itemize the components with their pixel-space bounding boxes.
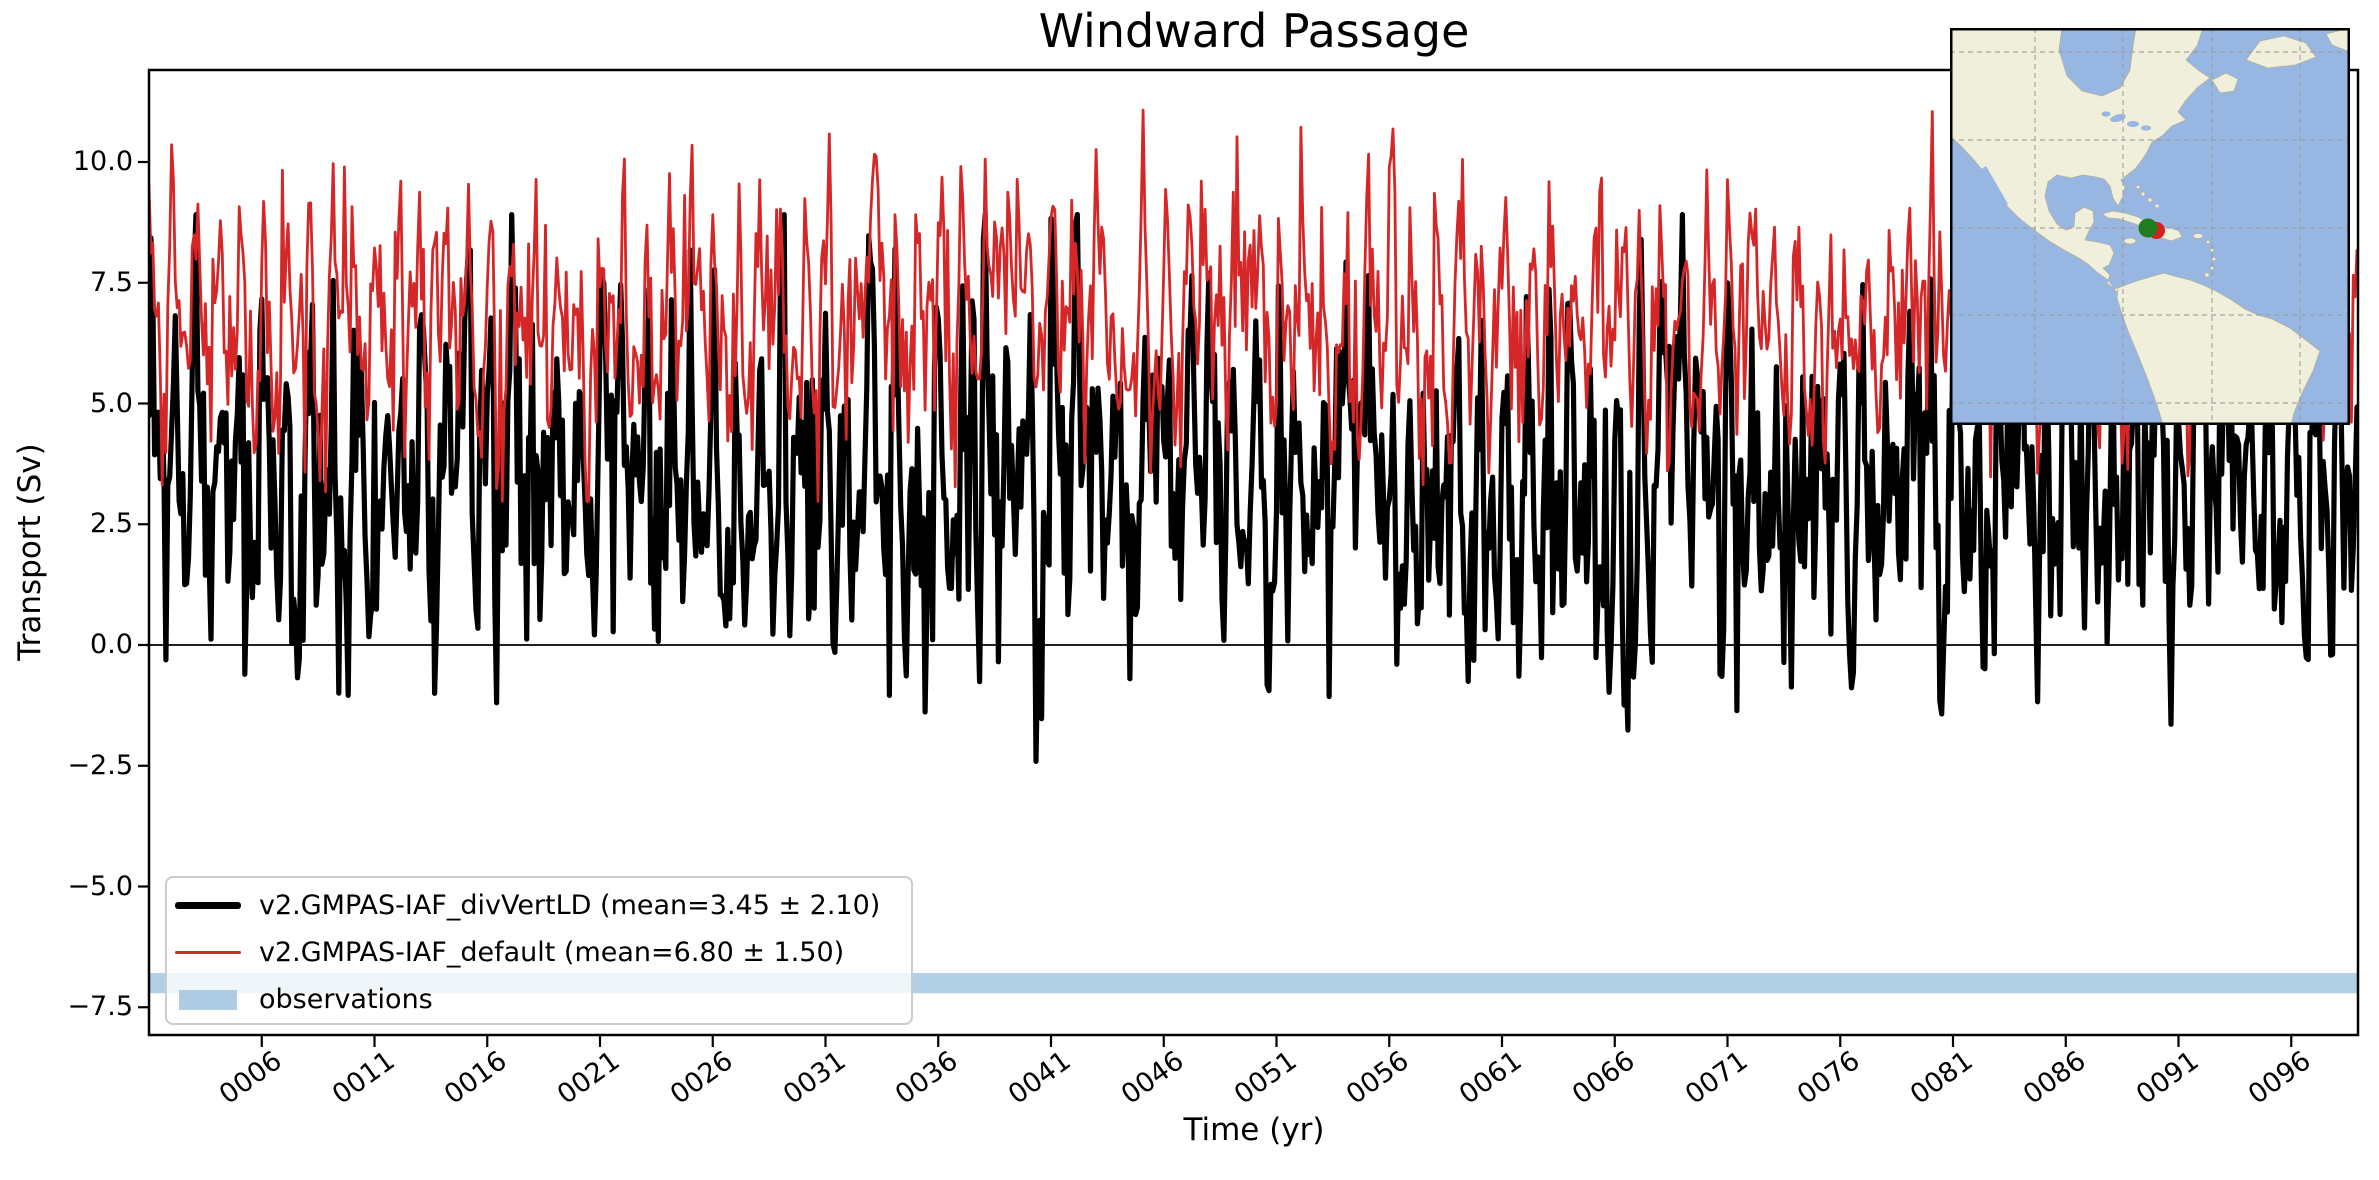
- x-axis-label: Time (yr): [1183, 1112, 1325, 1148]
- legend-label: v2.GMPAS-IAF_default (mean=6.80 ± 1.50): [259, 937, 845, 968]
- observations-patch-swatch: [179, 989, 237, 1010]
- puerto-rico-island: [2192, 233, 2204, 239]
- great-lake: [2101, 111, 2111, 117]
- black-line-swatch: [175, 902, 241, 909]
- bahamas-islet: [2147, 197, 2153, 203]
- north-america-landmass: [1950, 28, 2211, 297]
- y-tick-label: −5.0: [67, 870, 133, 902]
- map-gridlines: [1950, 28, 2350, 425]
- y-tick-label: 0.0: [90, 629, 133, 660]
- legend-entry: observations: [175, 976, 901, 1023]
- gulf-of-california: [1980, 166, 2008, 209]
- y-tick-label: −2.5: [67, 749, 133, 781]
- great-lake: [2141, 125, 2151, 131]
- great-lake: [2110, 114, 2126, 122]
- y-tick-label: 2.5: [90, 508, 133, 540]
- newfoundland-island: [2211, 72, 2239, 94]
- red-line-swatch: [175, 950, 241, 955]
- legend-entry: v2.GMPAS-IAF_default (mean=6.80 ± 1.50): [175, 929, 901, 976]
- y-tick-label: 5.0: [90, 387, 133, 419]
- green-location-marker: [2138, 218, 2158, 238]
- bahamas-islet: [2135, 184, 2141, 190]
- legend-label: v2.GMPAS-IAF_divVertLD (mean=3.45 ± 2.10…: [259, 890, 881, 921]
- great-lake: [2127, 121, 2139, 127]
- map-water-details: [1980, 111, 2151, 209]
- legend: v2.GMPAS-IAF_divVertLD (mean=3.45 ± 2.10…: [165, 876, 913, 1025]
- axes-frame: [147, 68, 2360, 1037]
- map-land: [1950, 28, 2350, 425]
- bahamas-islet: [2154, 203, 2160, 209]
- series-line-v2.GMPAS-IAF_divVertLD: [149, 212, 2358, 764]
- inset-map: [1950, 28, 2350, 425]
- legend-label: observations: [259, 984, 433, 1015]
- map-frame: [1950, 28, 2350, 425]
- south-america-landmass: [2116, 272, 2321, 425]
- jamaica-island: [2123, 237, 2137, 245]
- legend-entry: v2.GMPAS-IAF_divVertLD (mean=3.45 ± 2.10…: [175, 882, 901, 929]
- y-tick-label: 7.5: [90, 266, 133, 298]
- greenland-landmass: [2245, 35, 2317, 69]
- y-tick-label: −7.5: [67, 991, 133, 1023]
- y-tick-label: 10.0: [72, 146, 133, 177]
- antilles-islet: [2211, 256, 2217, 262]
- bahamas-islet: [2140, 191, 2146, 197]
- trinidad-islet: [2204, 272, 2210, 278]
- page-title: Windward Passage: [1038, 4, 1470, 58]
- antilles-islet: [2205, 239, 2211, 245]
